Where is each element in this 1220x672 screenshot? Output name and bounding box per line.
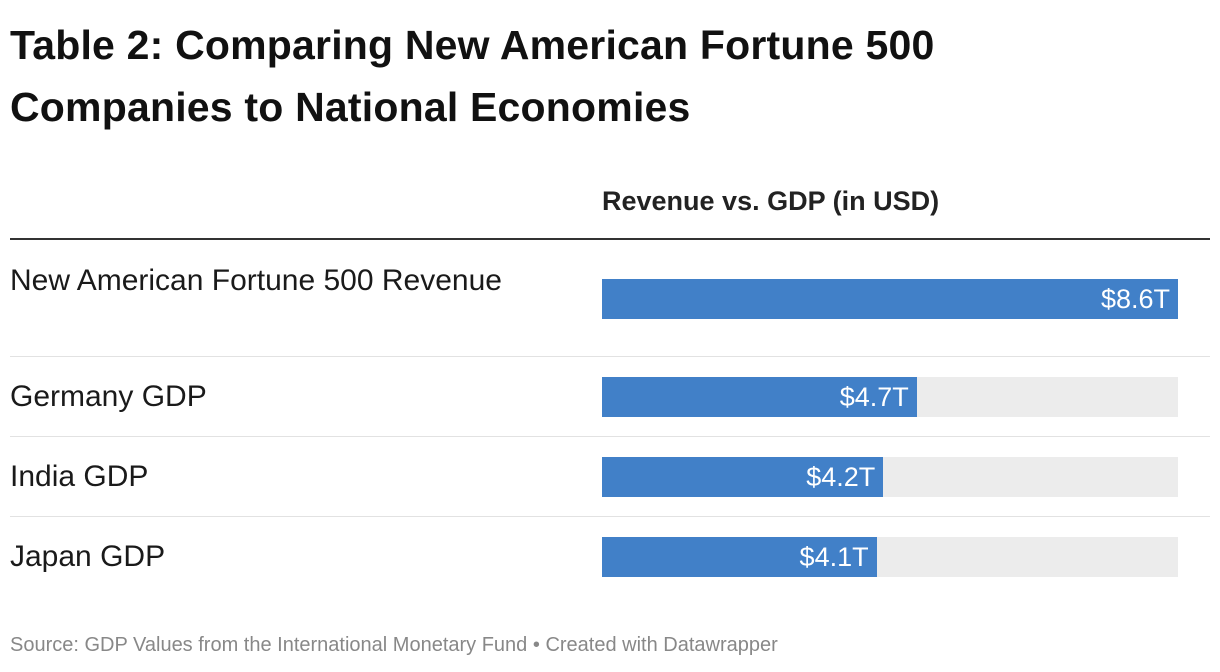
table-row: India GDP $4.2T: [10, 437, 1210, 517]
chart-title: Table 2: Comparing New American Fortune …: [10, 22, 935, 130]
bar-track: $8.6T: [602, 279, 1178, 319]
value-label: $4.2T: [806, 462, 876, 492]
table-header: Revenue vs. GDP (in USD): [10, 170, 1210, 240]
bar: $4.2T: [602, 457, 884, 497]
table-row: Japan GDP $4.1T: [10, 517, 1210, 596]
table-row: Germany GDP $4.7T: [10, 357, 1210, 437]
value-label: $4.7T: [839, 382, 909, 412]
bar-track: $4.7T: [602, 377, 1178, 417]
footer-source: Source: GDP Values from the Internationa…: [10, 634, 778, 657]
category-label: India GDP: [10, 460, 149, 493]
value-label: $8.6T: [1100, 284, 1170, 314]
bar-track: $4.2T: [602, 457, 1178, 497]
value-label: $4.1T: [799, 542, 869, 572]
category-label: New American Fortune 500 Revenue: [10, 264, 502, 297]
bar: $8.6T: [602, 279, 1178, 319]
bar: $4.1T: [602, 537, 877, 577]
table-row: New American Fortune 500 Revenue $8.6T: [10, 240, 1210, 357]
comparison-table: Revenue vs. GDP (in USD) New American Fo…: [10, 170, 1210, 596]
credit-text: Created with Datawrapper: [545, 634, 778, 656]
bar: $4.7T: [602, 377, 917, 417]
column-header: Revenue vs. GDP (in USD): [602, 186, 940, 216]
bar-track: $4.1T: [602, 537, 1178, 577]
category-label: Germany GDP: [10, 380, 207, 413]
separator: •: [532, 634, 540, 656]
category-label: Japan GDP: [10, 540, 166, 573]
source-text: Source: GDP Values from the Internationa…: [10, 634, 528, 656]
